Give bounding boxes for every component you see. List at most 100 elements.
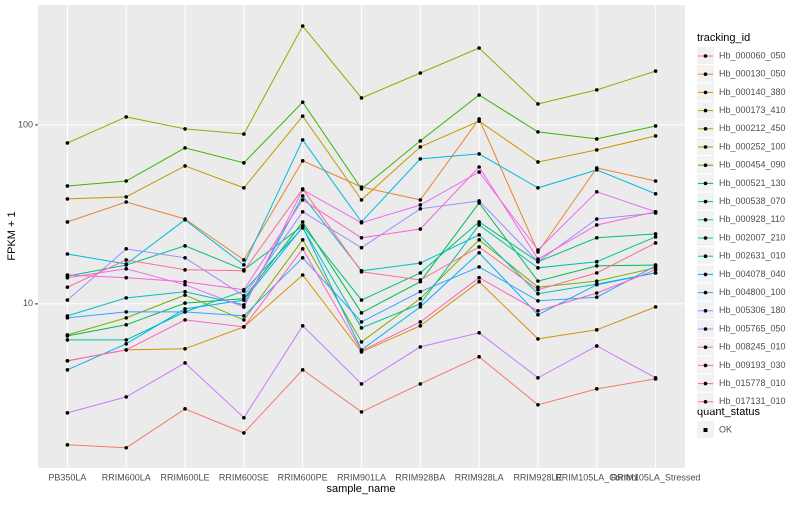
data-point xyxy=(359,198,364,202)
legend-point xyxy=(703,309,708,313)
legend-point xyxy=(703,272,708,277)
data-point xyxy=(124,247,129,251)
data-point xyxy=(242,318,246,322)
legend-point xyxy=(703,381,708,386)
data-point xyxy=(359,382,364,386)
data-point xyxy=(124,275,129,280)
data-point xyxy=(477,245,481,249)
data-point xyxy=(242,269,246,273)
data-point xyxy=(477,279,481,284)
data-point xyxy=(653,271,658,275)
data-point xyxy=(594,279,599,283)
data-point xyxy=(300,100,305,104)
data-point xyxy=(594,168,599,172)
data-point xyxy=(536,266,540,270)
data-point xyxy=(418,139,423,143)
data-point xyxy=(183,301,187,305)
data-point xyxy=(594,189,599,194)
data-point xyxy=(65,359,70,363)
data-point xyxy=(536,299,540,303)
x-tick-label: RRIM105LA_Stressed xyxy=(611,472,701,482)
data-point xyxy=(124,262,129,266)
data-point xyxy=(65,443,70,447)
data-point xyxy=(418,203,423,207)
data-point xyxy=(65,411,70,415)
data-point xyxy=(183,407,187,411)
data-point xyxy=(477,119,481,123)
data-point xyxy=(418,289,423,294)
data-point xyxy=(418,198,423,202)
legend-label: Hb_000060_050 xyxy=(719,50,786,60)
legend-point xyxy=(703,218,708,222)
data-point xyxy=(477,238,481,242)
data-point xyxy=(418,157,423,161)
legend-label: Hb_015778_010 xyxy=(719,378,786,388)
data-point xyxy=(65,298,70,302)
data-point xyxy=(124,195,129,199)
data-point xyxy=(242,258,246,262)
data-point xyxy=(418,278,423,282)
data-point xyxy=(594,295,599,299)
legend-label: Hb_009193_030 xyxy=(719,360,786,370)
data-point xyxy=(536,259,540,264)
data-point xyxy=(536,102,540,106)
y-tick-label: 100 xyxy=(18,119,33,129)
legend-point xyxy=(703,145,708,149)
data-point xyxy=(242,431,246,435)
data-point xyxy=(418,206,423,211)
data-point xyxy=(183,279,187,284)
data-point xyxy=(477,223,481,227)
data-point xyxy=(300,198,305,202)
legend-point xyxy=(703,236,708,240)
legend-point xyxy=(703,400,708,404)
data-point xyxy=(359,236,364,240)
data-point xyxy=(594,88,599,92)
legend-label: Hb_000140_380 xyxy=(719,87,786,97)
data-point xyxy=(653,210,658,214)
data-point xyxy=(124,322,129,327)
data-point xyxy=(359,96,364,100)
data-point xyxy=(183,310,187,314)
series-lines xyxy=(65,24,658,450)
data-point xyxy=(536,402,540,407)
data-point xyxy=(183,244,187,248)
data-point xyxy=(65,197,70,201)
data-point xyxy=(594,236,599,240)
legend-label: Hb_005306_180 xyxy=(719,305,786,315)
data-point xyxy=(477,220,481,224)
data-point xyxy=(300,238,305,242)
data-point xyxy=(124,316,129,320)
legend-point xyxy=(703,54,708,58)
data-point xyxy=(477,199,481,203)
data-point xyxy=(594,148,599,152)
data-point xyxy=(183,146,187,150)
data-point xyxy=(536,160,540,164)
legend-label: Hb_000130_050 xyxy=(719,69,786,79)
legend-label: Hb_004078_040 xyxy=(719,269,786,279)
data-point xyxy=(359,220,364,225)
data-point xyxy=(183,127,187,131)
data-point xyxy=(124,267,129,271)
data-point xyxy=(300,24,305,28)
legend-point xyxy=(703,327,708,331)
data-point xyxy=(359,410,364,414)
legend-point xyxy=(703,428,708,432)
x-axis-title: sample_name xyxy=(326,483,395,495)
data-point xyxy=(477,152,481,156)
data-point xyxy=(183,289,187,294)
data-point xyxy=(242,298,246,302)
data-point xyxy=(124,179,129,183)
data-point xyxy=(653,232,658,236)
data-point xyxy=(300,220,305,224)
x-tick-label: RRIM600LA xyxy=(102,472,151,482)
data-point xyxy=(183,164,187,168)
x-tick-label: RRIM600PE xyxy=(278,472,328,482)
data-point xyxy=(477,250,481,255)
data-point xyxy=(594,291,599,295)
data-point xyxy=(65,338,70,342)
data-point xyxy=(653,305,658,309)
data-point xyxy=(242,325,246,329)
data-point xyxy=(300,210,305,214)
data-point xyxy=(594,223,599,227)
data-point xyxy=(183,307,187,311)
